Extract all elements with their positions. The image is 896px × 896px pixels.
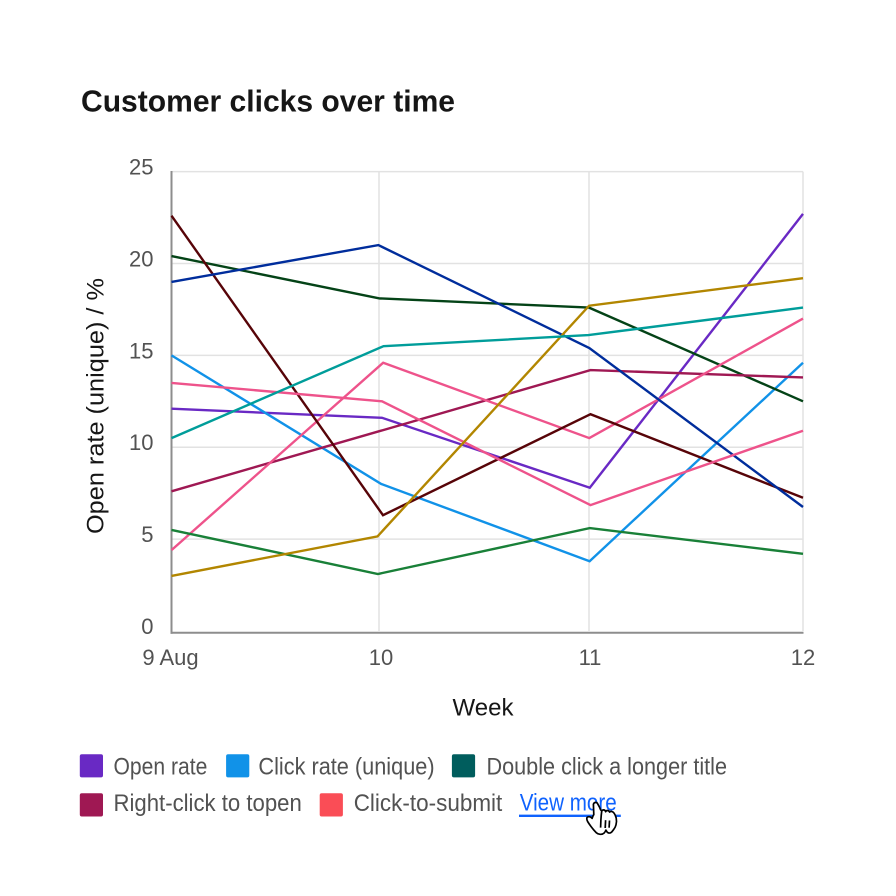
svg-text:Right-click to topen: Right-click to topen <box>114 790 302 817</box>
svg-text:Double click a longer title: Double click a longer title <box>487 754 728 781</box>
svg-text:5: 5 <box>141 522 153 547</box>
svg-text:Open rate (unique) / %: Open rate (unique) / % <box>83 278 110 534</box>
svg-text:9 Aug: 9 Aug <box>142 645 198 670</box>
svg-text:Click rate (unique): Click rate (unique) <box>258 754 434 781</box>
svg-text:20: 20 <box>129 247 153 272</box>
svg-text:0: 0 <box>141 614 153 639</box>
svg-text:Click-to-submit: Click-to-submit <box>354 790 503 817</box>
svg-text:Week: Week <box>453 695 515 722</box>
svg-text:Open rate: Open rate <box>114 754 208 781</box>
svg-text:Customer clicks over time: Customer clicks over time <box>81 84 455 119</box>
svg-text:15: 15 <box>129 338 153 363</box>
svg-text:10: 10 <box>369 645 393 670</box>
svg-text:25: 25 <box>129 155 153 180</box>
svg-text:12: 12 <box>791 645 815 670</box>
svg-text:11: 11 <box>579 645 602 670</box>
svg-text:10: 10 <box>129 430 153 455</box>
